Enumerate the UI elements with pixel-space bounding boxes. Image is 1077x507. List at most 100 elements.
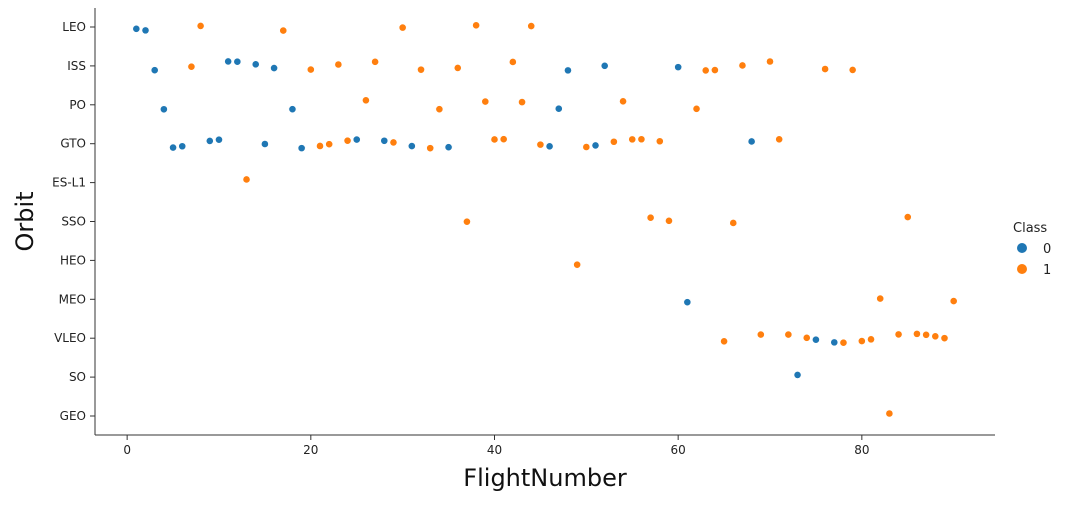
data-point (802, 333, 811, 342)
data-point (279, 26, 288, 35)
data-point (637, 135, 646, 144)
y-tick-label: ISS (67, 59, 86, 73)
data-point (894, 330, 903, 339)
data-point (407, 142, 416, 150)
data-point (812, 335, 820, 344)
data-point (325, 140, 334, 149)
y-tick-label: GEO (60, 409, 86, 423)
data-point (196, 22, 205, 30)
data-point (784, 330, 793, 339)
data-point (609, 137, 618, 146)
legend-label: 1 (1043, 263, 1051, 278)
data-point (857, 337, 866, 345)
data-point (692, 104, 701, 113)
x-tick-label: 80 (854, 443, 869, 457)
data-point (417, 65, 425, 74)
data-point (233, 57, 242, 66)
y-tick-label: PO (69, 98, 86, 112)
data-point (683, 298, 692, 307)
data-point (398, 23, 407, 32)
data-point (527, 22, 536, 30)
data-point (885, 409, 894, 418)
data-point (674, 63, 683, 72)
data-point (940, 334, 949, 343)
y-tick-label: GTO (60, 137, 86, 151)
legend-title: Class (1013, 221, 1047, 236)
y-tick-label: MEO (59, 292, 86, 306)
data-point (178, 142, 187, 151)
data-point (508, 58, 517, 66)
legend-marker (1017, 264, 1027, 274)
data-point (655, 137, 664, 146)
y-tick-label: ES-L1 (52, 176, 86, 190)
y-tick-label: HEO (60, 253, 86, 267)
data-point (949, 297, 958, 305)
data-point (426, 144, 435, 153)
data-point (913, 329, 921, 338)
x-tick-label: 40 (487, 443, 502, 457)
x-tick-label: 20 (303, 443, 318, 457)
y-axis-title: Orbit (11, 191, 39, 251)
data-point (793, 371, 802, 379)
data-point (591, 141, 600, 150)
data-point (747, 137, 756, 146)
data-point (205, 137, 214, 145)
data-point (729, 219, 738, 227)
data-point (646, 213, 655, 222)
data-point (453, 64, 462, 72)
data-point (665, 216, 673, 225)
data-point (435, 105, 444, 114)
y-tick-label: VLEO (54, 331, 86, 345)
data-point (150, 66, 159, 75)
data-point (159, 105, 168, 114)
data-point (701, 66, 710, 75)
data-point (343, 136, 352, 145)
data-point (316, 142, 324, 150)
data-point (573, 260, 582, 269)
legend-label: 0 (1043, 242, 1051, 257)
data-point (224, 57, 233, 66)
data-point (766, 57, 774, 66)
data-point (554, 104, 563, 113)
data-point (876, 294, 885, 303)
data-point (830, 338, 839, 347)
data-point (600, 61, 609, 70)
data-point (848, 66, 857, 74)
data-point (215, 135, 223, 144)
data-point (242, 175, 251, 184)
y-tick-label: LEO (62, 20, 86, 34)
y-tick-label: SSO (61, 215, 86, 229)
data-point (270, 64, 278, 72)
x-ticks: 0 20 40 60 80 (123, 435, 869, 457)
data-point (362, 96, 370, 105)
data-point (389, 138, 398, 147)
data-point (738, 61, 747, 70)
data-points (132, 21, 958, 418)
data-point (334, 60, 343, 69)
y-tick-label: SO (69, 370, 86, 384)
data-point (187, 62, 196, 71)
legend: Class 0 1 (1013, 221, 1051, 278)
data-point (499, 135, 508, 144)
data-point (251, 60, 260, 69)
data-point (490, 135, 499, 144)
data-point (720, 337, 728, 346)
data-point (710, 66, 719, 74)
data-point (545, 142, 554, 151)
x-tick-label: 60 (671, 443, 686, 457)
data-point (352, 135, 361, 144)
data-point (931, 332, 940, 341)
data-point (756, 330, 765, 339)
data-point (472, 21, 481, 30)
legend-marker (1017, 243, 1027, 253)
axes: 0 20 40 60 80 LEO ISS PO GTO ES-L1 SSO HEO MEO VLEO S… (52, 8, 995, 457)
data-point (903, 213, 912, 221)
data-point (922, 330, 931, 339)
x-tick-label: 0 (123, 443, 131, 457)
data-point (297, 144, 306, 153)
data-point (481, 97, 490, 106)
data-point (628, 135, 637, 144)
data-point (821, 65, 830, 73)
data-point (444, 143, 453, 152)
data-point (867, 335, 875, 344)
